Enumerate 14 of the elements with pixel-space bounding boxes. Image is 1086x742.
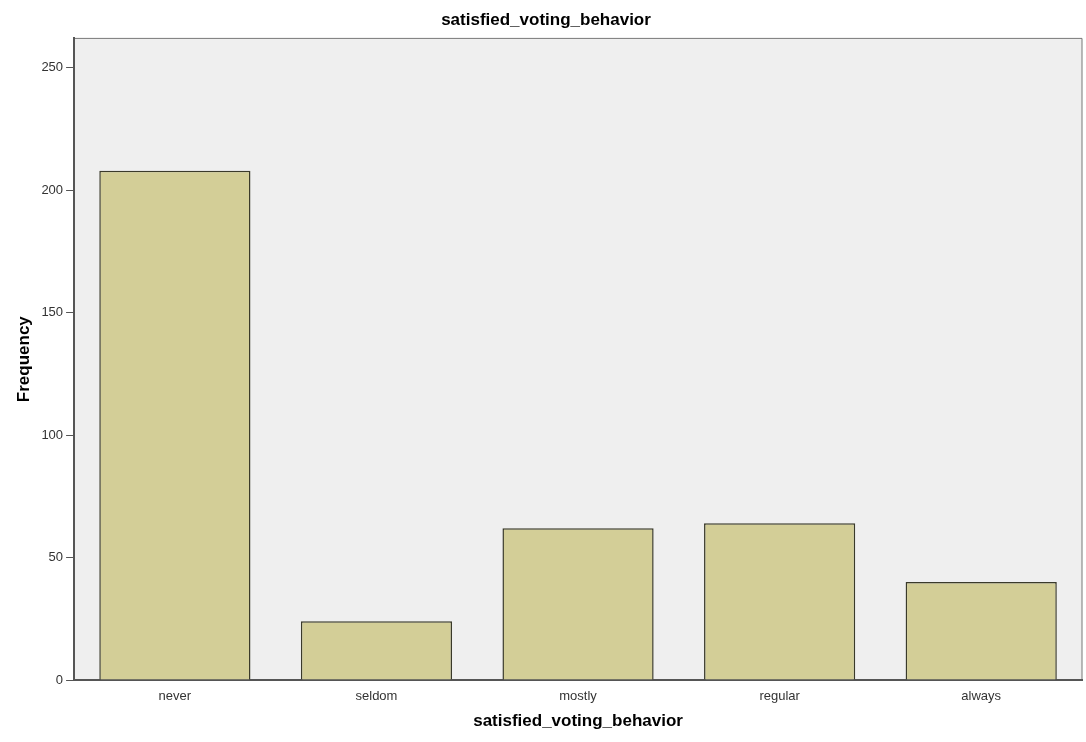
x-tick-label: seldom xyxy=(355,688,398,704)
x-tick-label: never xyxy=(158,688,192,704)
x-tick-label: always xyxy=(961,688,1002,704)
y-tick-label: 100 xyxy=(41,426,64,442)
x-tick-label: mostly xyxy=(559,688,598,704)
chart-title: satisfied_voting_behavior xyxy=(441,9,652,29)
x-tick-label: regular xyxy=(759,688,801,704)
y-tick-label: 200 xyxy=(41,181,64,197)
x-axis-title: satisfied_voting_behavior xyxy=(473,711,684,731)
y-tick-label: 150 xyxy=(41,304,64,320)
y-tick-label: 0 xyxy=(55,671,64,687)
y-axis-title: Frequency xyxy=(13,315,33,403)
y-tick-label: 250 xyxy=(41,59,64,75)
y-tick-label: 50 xyxy=(48,549,64,565)
